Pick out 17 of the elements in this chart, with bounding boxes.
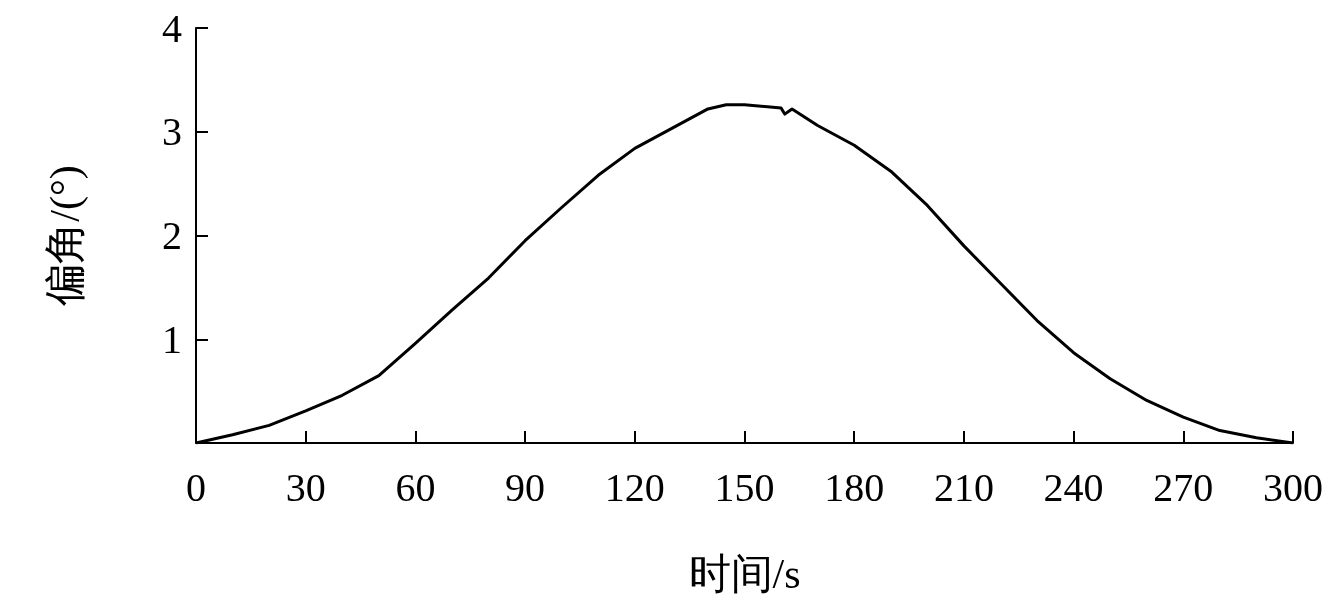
x-tick-label: 150 [714,464,775,510]
y-tick-label: 2 [162,213,182,258]
x-tick-label: 90 [505,464,546,510]
x-axis-title: 时间/s [688,551,801,597]
y-tick-label: 4 [162,5,182,51]
y-tick-label: 3 [162,109,182,155]
x-tick-label: 60 [395,464,436,510]
y-tick-label: 1 [162,316,182,362]
y-axis-title: 偏角/(°) [42,165,89,306]
x-tick-label: 0 [186,464,206,510]
x-tick-label: 270 [1153,464,1214,510]
x-tick-label: 30 [285,464,326,510]
x-tick-label: 180 [824,464,885,510]
x-tick-label: 300 [1263,464,1323,510]
x-tick-label: 240 [1043,464,1104,510]
x-tick-label: 120 [604,464,665,510]
x-tick-label: 210 [933,464,994,510]
